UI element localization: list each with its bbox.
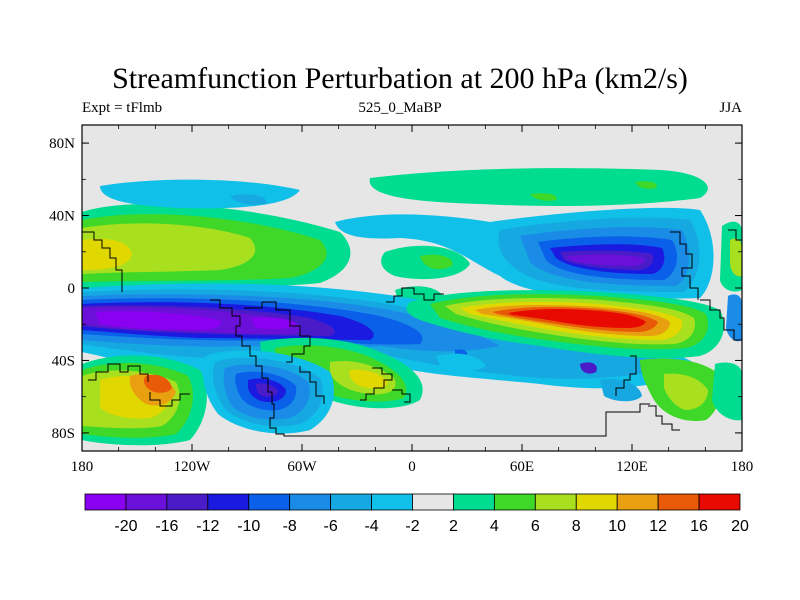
x-tick-label: 0 xyxy=(408,459,416,475)
x-tick-label: 60W xyxy=(287,459,317,475)
colorbar-label: -4 xyxy=(364,518,378,535)
colorbar-swatch xyxy=(289,493,332,511)
x-tick-label: 120W xyxy=(174,459,212,475)
colorbar-swatch xyxy=(412,493,454,511)
colorbar-swatch xyxy=(371,493,413,511)
colorbar-swatch xyxy=(657,493,700,511)
y-tick-label: 80N xyxy=(49,136,75,152)
colorbar xyxy=(84,493,741,511)
north-pacific-positive-region xyxy=(82,203,351,290)
colorbar-swatch xyxy=(534,493,577,511)
colorbar-swatch xyxy=(493,493,536,511)
y-axis: 80N 40N 0 40S 80S xyxy=(49,136,742,442)
south-pacific-positive-region xyxy=(82,355,207,446)
experiment-label: Expt = tFlmb xyxy=(82,100,163,116)
colorbar-label: 12 xyxy=(649,518,667,535)
season-label: JJA xyxy=(719,100,742,116)
colorbar-label: -12 xyxy=(196,518,219,535)
colorbar-label: 6 xyxy=(531,518,540,535)
colorbar-label: 8 xyxy=(572,518,581,535)
colorbar-label: -20 xyxy=(114,518,137,535)
colorbar-label: 16 xyxy=(690,518,708,535)
southern-ocean-features xyxy=(436,353,742,422)
colorbar-swatch xyxy=(166,493,209,511)
case-label: 525_0_MaBP xyxy=(358,100,442,116)
colorbar-label: -6 xyxy=(324,518,338,535)
colorbar-swatch xyxy=(616,493,659,511)
colorbar-label: -8 xyxy=(283,518,297,535)
x-tick-label: 60E xyxy=(510,459,534,475)
colorbar-label: -16 xyxy=(155,518,178,535)
colorbar-label: 10 xyxy=(608,518,626,535)
colorbar-label: 2 xyxy=(449,518,458,535)
colorbar-swatch xyxy=(575,493,618,511)
colorbar-label: -2 xyxy=(405,518,419,535)
atlantic-small-positive xyxy=(381,245,470,304)
western-pacific-positive-region xyxy=(406,290,724,359)
colorbar-swatch xyxy=(330,493,372,511)
northern-highlat-region xyxy=(100,168,708,209)
colorbar-swatch xyxy=(84,493,127,511)
contour-field xyxy=(82,168,742,446)
colorbar-label: -10 xyxy=(237,518,260,535)
south-atlantic-positive-region xyxy=(260,337,423,409)
colorbar-swatch xyxy=(453,493,495,511)
colorbar-swatch xyxy=(248,493,291,511)
colorbar-swatch xyxy=(125,493,168,511)
x-tick-label: 180 xyxy=(71,459,94,475)
colorbar-swatch xyxy=(698,493,741,511)
coastlines xyxy=(82,229,742,437)
y-tick-label: 40S xyxy=(52,353,75,369)
asian-negative-region xyxy=(335,207,714,299)
colorbar-label: 4 xyxy=(490,518,499,535)
chart-title: Streamfunction Perturbation at 200 hPa (… xyxy=(112,62,688,95)
y-tick-label: 80S xyxy=(52,426,75,442)
x-tick-label: 120E xyxy=(616,459,648,475)
x-tick-label: 180 xyxy=(731,459,754,475)
y-tick-label: 40N xyxy=(49,209,75,225)
south-america-negative-region xyxy=(202,350,334,434)
colorbar-swatch xyxy=(207,493,250,511)
x-axis: 180 120W 60W 0 60E 120E 180 xyxy=(71,125,754,475)
colorbar-labels: -20 -16 -12 -10 -8 -6 -4 -2 2 4 6 8 10 12 16 20 xyxy=(114,518,749,535)
colorbar-label: 20 xyxy=(731,518,749,535)
y-tick-label: 0 xyxy=(68,281,76,297)
